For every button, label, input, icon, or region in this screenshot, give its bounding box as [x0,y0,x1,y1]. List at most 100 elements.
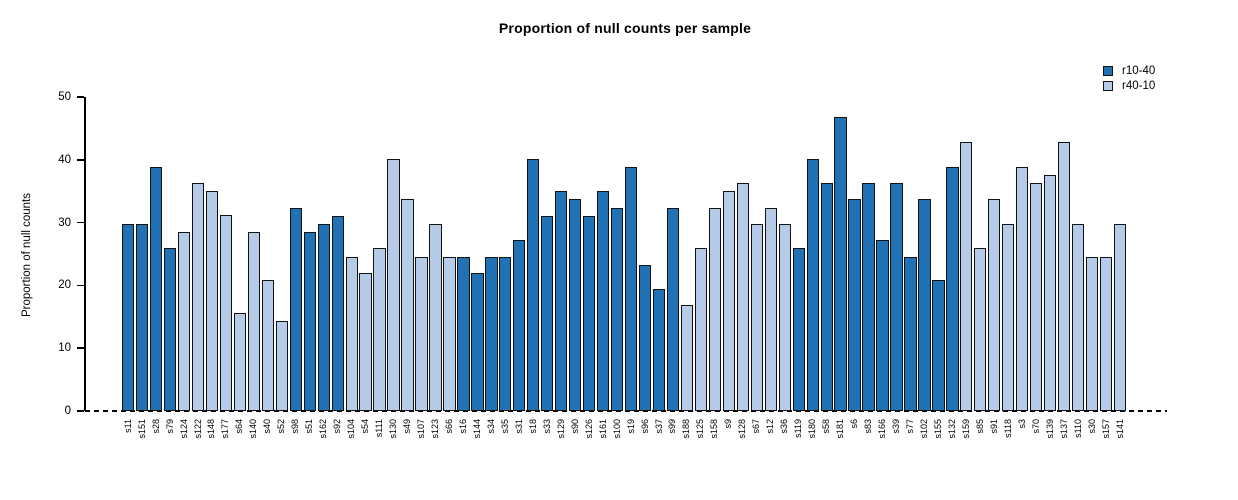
legend-item-r10-40: r10-40 [1103,64,1155,79]
bar-s158 [708,207,722,411]
bar-s144 [471,272,484,411]
x-tick-label: s91 [988,419,999,434]
x-tick-label: s31 [513,419,524,434]
y-tick [77,159,84,161]
x-tick-label: s111 [374,419,385,438]
bar-s111 [373,248,386,411]
x-tick-label: s51 [304,419,315,434]
bar-s31 [513,240,526,411]
x-tick-label: s148 [206,419,217,439]
x-tick-label: s35 [499,419,510,434]
bar-s70 [1030,183,1043,411]
bar-s159 [960,142,973,411]
x-tick-label: s52 [276,419,287,434]
y-tick [77,347,84,349]
bar-s66 [443,257,456,411]
x-tick-label: s19 [625,419,636,434]
x-tick-label: s40 [262,419,273,434]
y-tick [77,410,84,412]
x-tick-label: s64 [234,419,245,434]
bar-s54 [359,272,372,411]
x-tick-label: s58 [821,419,832,434]
y-tick-label: 0 [64,405,71,417]
x-tick-label: s34 [485,419,496,434]
x-tick-label: s36 [779,419,790,434]
bar-s51 [303,232,316,411]
legend-swatch-dark-icon [1103,66,1113,77]
x-tick-label: s49 [402,419,413,434]
bar-s30 [1085,257,1099,411]
x-tick-label: s180 [807,419,818,439]
bar-s141 [1113,223,1127,411]
x-tick-label: s96 [639,419,650,434]
bar-s110 [1071,223,1085,411]
y-tick [77,284,84,287]
x-tick-label: s181 [835,419,846,439]
x-tick-label: s77 [904,419,915,434]
bar-s37 [652,288,666,411]
bar-s188 [680,305,694,411]
x-tick-label: s123 [429,419,440,439]
bar-s123 [429,223,442,411]
x-tick-label: s104 [346,419,357,439]
x-tick-label: s137 [1058,419,1069,439]
bar-s166 [876,240,889,411]
x-tick-label: s54 [360,419,371,434]
x-tick-label: s177 [220,419,231,439]
bar-s122 [191,183,205,411]
x-tick-label: s90 [569,419,580,434]
bar-s104 [345,256,358,411]
x-tick-label: s85 [974,419,985,434]
x-tick-label: s124 [178,419,189,439]
x-tick-label: s37 [653,419,664,434]
legend-label: r40-10 [1122,79,1156,92]
y-tick-label: 30 [58,216,71,229]
x-tick-label: s9 [723,419,734,429]
bar-s18 [527,159,540,411]
x-tick-label: s30 [1086,419,1097,434]
x-tick-label: s79 [164,419,175,434]
x-tick-label: s18 [527,419,538,434]
bar-s12 [764,207,777,411]
x-tick-label: s39 [891,419,901,434]
x-tick-label: s83 [863,419,874,434]
bar-s125 [694,248,708,411]
x-tick-label: s188 [681,419,692,439]
y-tick [77,96,84,98]
x-tick-label: s6 [849,419,860,429]
x-tick-label: s155 [932,419,943,439]
bar-s128 [736,183,749,411]
x-tick-label: s141 [1114,419,1125,439]
y-tick-label: 40 [58,153,71,166]
legend-swatch-light-icon [1103,80,1113,91]
bar-s92 [331,215,344,411]
legend: r10-40 r40-10 [1103,64,1155,93]
bar-s161 [596,191,610,411]
bar-s181 [834,117,847,411]
bar-s35 [499,257,512,411]
bar-s124 [177,232,191,411]
x-tick-label: s159 [960,419,971,439]
x-tick-label: s122 [192,419,203,439]
bar-s100 [610,207,624,411]
bar-s67 [750,223,763,411]
bar-s107 [415,257,428,411]
bar-s85 [974,248,987,411]
bar-s39 [890,183,903,411]
bar-s91 [988,199,1001,411]
x-tick-label: s99 [667,419,678,434]
bar-s96 [638,265,652,411]
bar-s83 [862,183,875,411]
bar-s36 [778,223,791,411]
x-tick-label: s70 [1030,419,1041,434]
x-tick-label: s162 [318,419,329,439]
x-tick-label: s66 [443,419,454,434]
bar-s79 [163,248,177,411]
bar-s137 [1057,142,1071,411]
bar-s9 [722,191,735,411]
x-tick-label: s139 [1044,419,1055,439]
x-tick-label: s130 [388,419,399,439]
bar-s11 [122,223,135,411]
legend-item-r40-10: r40-10 [1103,79,1155,94]
